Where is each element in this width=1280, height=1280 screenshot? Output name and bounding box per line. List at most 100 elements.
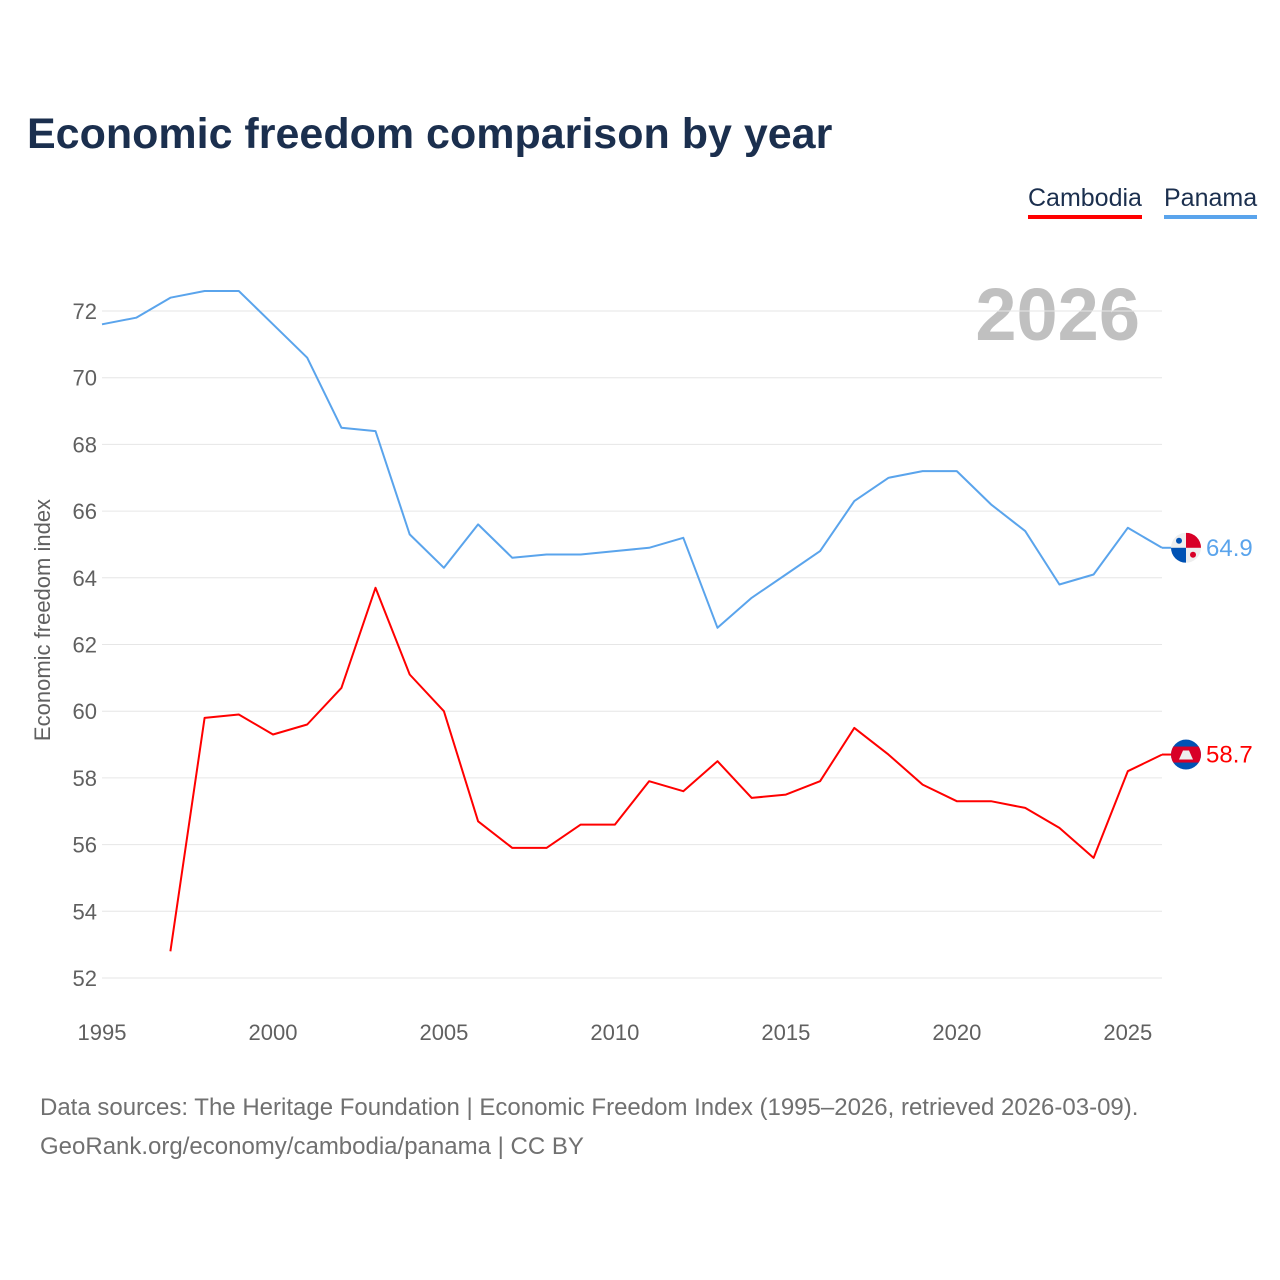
data-point xyxy=(373,585,379,591)
data-point xyxy=(304,722,310,728)
data-point xyxy=(817,778,823,784)
panama-flag-icon xyxy=(1171,532,1201,563)
flag-red xyxy=(1186,532,1201,548)
data-point xyxy=(202,715,208,721)
year-watermark: 2026 xyxy=(975,273,1140,356)
data-point xyxy=(1091,571,1097,577)
y-tick-label: 70 xyxy=(73,366,97,391)
data-point xyxy=(1056,581,1062,587)
end-value-label: 58.7 xyxy=(1206,742,1253,769)
data-point xyxy=(680,535,686,541)
x-tick-label: 2010 xyxy=(590,1020,639,1045)
data-point xyxy=(441,708,447,714)
y-tick-label: 66 xyxy=(73,499,97,524)
cambodia-flag-icon xyxy=(1171,739,1201,770)
star xyxy=(1176,537,1182,544)
x-tick-label: 2015 xyxy=(761,1020,810,1045)
star xyxy=(1190,551,1196,558)
data-point xyxy=(509,845,515,851)
x-tick-label: 2005 xyxy=(419,1020,468,1045)
footer-sources: Data sources: The Heritage Foundation | … xyxy=(40,1094,1139,1121)
data-point xyxy=(509,555,515,561)
y-tick-label: 60 xyxy=(73,699,97,724)
data-point xyxy=(304,355,310,361)
x-tick-label: 2020 xyxy=(932,1020,981,1045)
data-point xyxy=(714,758,720,764)
legend-panama[interactable]: Panama xyxy=(1164,184,1258,219)
data-point xyxy=(1022,528,1028,534)
data-point xyxy=(475,818,481,824)
data-point xyxy=(202,288,208,294)
footer: Data sources: The Heritage Foundation | … xyxy=(40,1088,1138,1166)
data-point xyxy=(270,321,276,327)
data-point xyxy=(1022,805,1028,811)
data-point xyxy=(783,792,789,798)
data-point xyxy=(920,782,926,788)
data-point xyxy=(749,595,755,601)
y-tick-label: 54 xyxy=(73,899,97,924)
data-point xyxy=(988,798,994,804)
data-point xyxy=(885,475,891,481)
y-tick-label: 68 xyxy=(73,432,97,457)
data-point xyxy=(612,548,618,554)
y-tick-label: 72 xyxy=(73,299,97,324)
x-tick-label: 1995 xyxy=(78,1020,127,1045)
data-point xyxy=(338,425,344,431)
y-tick-label: 52 xyxy=(73,966,97,991)
data-point xyxy=(988,501,994,507)
temple xyxy=(1179,750,1193,760)
data-point xyxy=(236,712,242,718)
data-point xyxy=(920,468,926,474)
data-point xyxy=(954,798,960,804)
data-point xyxy=(749,795,755,801)
data-point xyxy=(817,548,823,554)
data-point xyxy=(578,822,584,828)
data-point xyxy=(783,571,789,577)
series-line-panama xyxy=(101,290,1163,629)
data-point xyxy=(167,948,173,954)
footer-attribution[interactable]: GeoRank.org/economy/cambodia/panama | CC… xyxy=(40,1133,584,1160)
data-point xyxy=(270,732,276,738)
data-point xyxy=(612,822,618,828)
data-point xyxy=(954,468,960,474)
y-axis-label: Economic freedom index xyxy=(30,499,55,741)
data-point xyxy=(1125,525,1131,531)
flag-body xyxy=(1171,532,1201,563)
y-tick-label: 56 xyxy=(73,833,97,858)
series-line-cambodia xyxy=(169,586,1163,952)
data-point xyxy=(1125,768,1131,774)
flag-blue xyxy=(1171,547,1186,563)
data-point xyxy=(851,725,857,731)
y-tick-label: 58 xyxy=(73,766,97,791)
data-point xyxy=(646,778,652,784)
data-point xyxy=(544,551,550,557)
end-value-label: 64.9 xyxy=(1206,535,1253,562)
data-point xyxy=(236,288,242,294)
y-tick-label: 62 xyxy=(73,633,97,658)
data-point xyxy=(441,565,447,571)
data-point xyxy=(646,545,652,551)
chart-title: Economic freedom comparison by year xyxy=(27,110,833,158)
data-point xyxy=(680,788,686,794)
data-point xyxy=(544,845,550,851)
data-point xyxy=(167,295,173,301)
data-point xyxy=(373,428,379,434)
data-point xyxy=(133,315,139,321)
flag-body xyxy=(1171,739,1201,770)
data-point xyxy=(338,685,344,691)
y-tick-label: 64 xyxy=(73,566,97,591)
data-point xyxy=(407,672,413,678)
x-tick-label: 2025 xyxy=(1103,1020,1152,1045)
legend-cambodia[interactable]: Cambodia xyxy=(1028,184,1142,219)
data-point xyxy=(851,498,857,504)
data-point xyxy=(578,551,584,557)
x-tick-label: 2000 xyxy=(248,1020,297,1045)
data-point xyxy=(885,752,891,758)
data-point xyxy=(99,321,105,327)
data-point xyxy=(1091,855,1097,861)
data-point xyxy=(407,531,413,537)
data-point xyxy=(714,625,720,631)
data-point xyxy=(475,521,481,527)
data-point xyxy=(1056,825,1062,831)
